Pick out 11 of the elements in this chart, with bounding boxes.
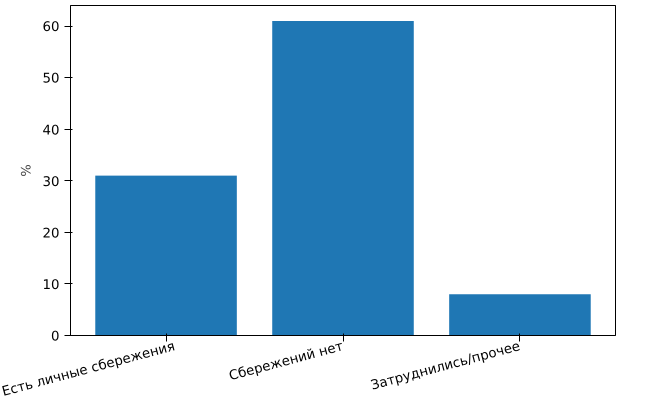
y-tick-label: 0 — [51, 330, 60, 344]
y-tick-label: 60 — [42, 20, 60, 36]
y-axis-title: % — [20, 164, 35, 177]
y-tick-label: 20 — [42, 226, 60, 242]
bar — [272, 20, 414, 336]
bar — [95, 176, 237, 336]
y-tick-label: 30 — [42, 174, 60, 190]
bar — [449, 294, 591, 336]
y-tick-label: 40 — [42, 123, 60, 138]
y-tick-label: 50 — [42, 72, 60, 87]
y-tick-label: 10 — [42, 278, 60, 293]
